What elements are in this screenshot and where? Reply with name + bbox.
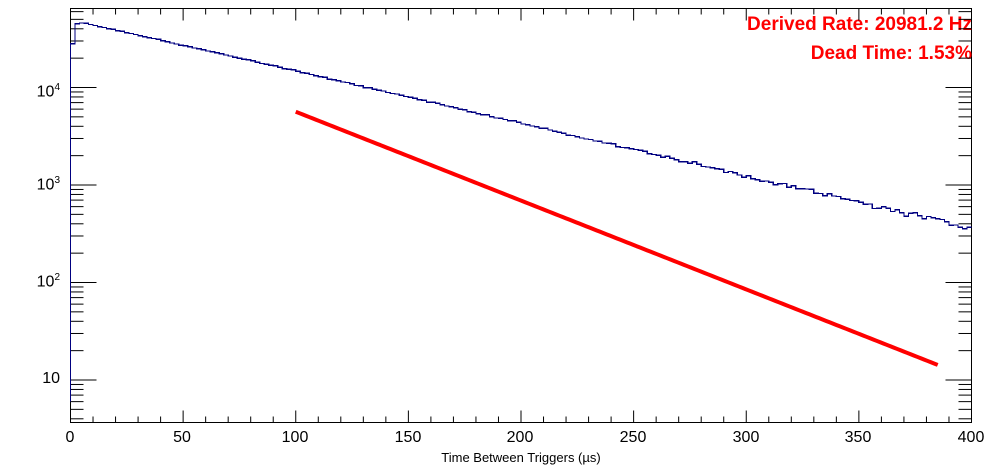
derived-rate-text: Derived Rate: 20981.2 Hz [747, 14, 972, 35]
y-tick-label-100: 102 [36, 272, 60, 291]
x-tick-label-200: 200 [506, 429, 534, 446]
y-tick-label-1000: 103 [36, 175, 60, 194]
stats-annotation: Derived Rate: 20981.2 Hz Dead Time: 1.53… [747, 10, 972, 69]
y-tick-label-10: 10 [42, 370, 60, 387]
x-tick-label-150: 150 [394, 429, 422, 446]
x-axis-title: Time Between Triggers (µs) [441, 450, 601, 465]
x-tick-label-350: 350 [844, 429, 872, 446]
x-tick-label-100: 100 [281, 429, 309, 446]
x-tick-label-250: 250 [619, 429, 647, 446]
x-tick-label-0: 0 [65, 429, 75, 446]
dead-time-text: Dead Time: 1.53% [810, 43, 972, 65]
x-tick-label-50: 50 [173, 429, 191, 446]
x-tick-label-300: 300 [732, 429, 760, 446]
plot-frame [70, 8, 972, 423]
y-tick-label-10000: 104 [36, 82, 60, 101]
x-tick-label-400: 400 [957, 429, 985, 446]
